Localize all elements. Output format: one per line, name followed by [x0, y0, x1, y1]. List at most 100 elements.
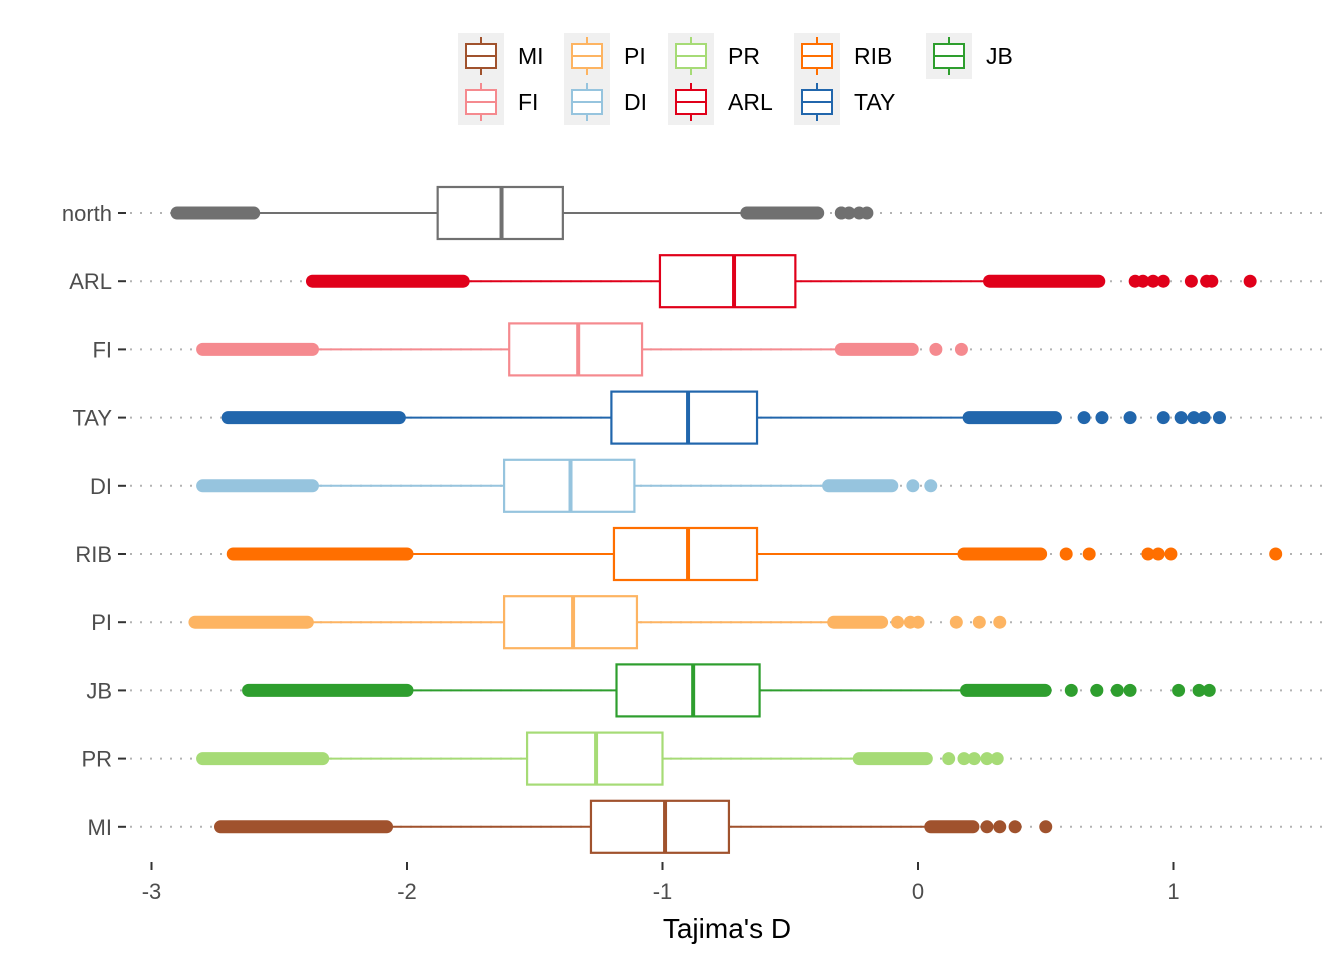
outlier-point-RIB-4 — [1151, 547, 1165, 561]
boxplot-ARL — [305, 254, 1257, 309]
outlier-point-PR-3 — [967, 752, 981, 766]
outlier-point-JB-4 — [1123, 683, 1137, 697]
x-tick-label--2: -2 — [397, 879, 417, 904]
boxplot-TAY — [221, 390, 1226, 445]
outlier-point-TAY-5 — [1174, 411, 1188, 425]
outlier-point-ARL-4 — [1156, 274, 1170, 288]
x-axis: -3 -2 -1 0 1 — [142, 862, 1180, 904]
box-ARL — [658, 254, 797, 309]
y-tick-label-TAY: TAY — [72, 406, 112, 431]
outlier-point-JB-1 — [1064, 683, 1078, 697]
x-axis-title: Tajima's D — [663, 913, 791, 944]
outlier-point-PR-2 — [957, 752, 971, 766]
legend-item-JB: JB — [926, 33, 1013, 79]
y-tick-label-north: north — [62, 201, 112, 226]
outlier-point-north-5 — [860, 206, 874, 220]
plot-area — [170, 185, 1283, 854]
boxplot-north — [170, 185, 874, 241]
outlier-point-PI-4 — [949, 615, 963, 629]
legend-label-ARL: ARL — [728, 89, 773, 115]
outlier-point-MI-3 — [1008, 820, 1022, 834]
outlier-point-TAY-8 — [1212, 411, 1226, 425]
box-TAY — [610, 390, 759, 445]
outlier-point-JB-3 — [1110, 683, 1124, 697]
boxplot-RIB — [226, 526, 1283, 582]
legend-label-MI: MI — [518, 43, 544, 69]
legend-item-PR: PR — [668, 33, 760, 79]
outlier-point-RIB-6 — [1269, 547, 1283, 561]
legend-item-TAY: TAY — [794, 79, 895, 125]
outlier-point-PR-5 — [990, 752, 1004, 766]
outlier-point-PI-5 — [972, 615, 986, 629]
box-PI — [502, 595, 639, 650]
legend-item-MI: MI — [458, 33, 544, 79]
legend-label-DI: DI — [624, 89, 647, 115]
outlier-point-JB-2 — [1090, 683, 1104, 697]
outlier-point-TAY-4 — [1156, 411, 1170, 425]
outlier-point-DI-2 — [924, 479, 938, 493]
outlier-point-RIB-2 — [1082, 547, 1096, 561]
outlier-point-PR-4 — [980, 752, 994, 766]
outlier-point-MI-2 — [993, 820, 1007, 834]
outlier-point-RIB-3 — [1141, 547, 1155, 561]
legend-item-DI: DI — [564, 79, 647, 125]
outlier-point-JB-7 — [1202, 683, 1216, 697]
x-tick-label--1: -1 — [653, 879, 673, 904]
y-tick-label-JB: JB — [86, 678, 112, 703]
outlier-point-PI-1 — [891, 615, 905, 629]
boxplot-JB — [242, 663, 1216, 718]
legend-item-FI: FI — [458, 79, 538, 125]
y-tick-label-PI: PI — [91, 610, 112, 635]
y-tick-label-PR: PR — [81, 747, 112, 772]
outlier-point-FI-2 — [954, 342, 968, 356]
outlier-point-DI-1 — [906, 479, 920, 493]
legend-label-PI: PI — [624, 43, 646, 69]
outlier-point-MI-4 — [1039, 820, 1053, 834]
box-RIB — [612, 526, 759, 582]
boxplot-DI — [196, 458, 938, 513]
outlier-point-ARL-2 — [1136, 274, 1150, 288]
legend-item-ARL: ARL — [668, 79, 773, 125]
outlier-point-TAY-3 — [1123, 411, 1137, 425]
legend: MI PI PR RIB JB FI DI ARL TAY — [458, 33, 1013, 125]
x-tick-label--3: -3 — [142, 879, 162, 904]
legend-label-FI: FI — [518, 89, 538, 115]
y-tick-label-RIB: RIB — [75, 542, 112, 567]
outlier-point-PR-1 — [942, 752, 956, 766]
outlier-point-TAY-1 — [1077, 411, 1091, 425]
boxplot-MI — [213, 799, 1053, 854]
legend-label-JB: JB — [986, 43, 1013, 69]
outlier-point-ARL-5 — [1184, 274, 1198, 288]
y-tick-label-ARL: ARL — [69, 269, 112, 294]
legend-item-PI: PI — [564, 33, 646, 79]
boxplot-PI — [188, 595, 1007, 650]
x-tick-label-0: 0 — [912, 879, 924, 904]
y-axis: north ARL FI TAY DI RIB PI JB PR MI — [62, 201, 126, 840]
outlier-point-PI-3 — [911, 615, 925, 629]
boxplot-PR — [196, 731, 1004, 786]
legend-label-PR: PR — [728, 43, 760, 69]
outlier-point-FI-1 — [929, 342, 943, 356]
outlier-point-JB-6 — [1192, 683, 1206, 697]
y-tick-label-MI: MI — [88, 815, 112, 840]
outlier-point-north-3 — [842, 206, 856, 220]
outlier-point-PI-6 — [993, 615, 1007, 629]
outlier-point-TAY-7 — [1197, 411, 1211, 425]
outlier-point-RIB-1 — [1059, 547, 1073, 561]
outlier-point-JB-5 — [1172, 683, 1186, 697]
legend-label-TAY: TAY — [854, 89, 895, 115]
outlier-point-ARL-7 — [1205, 274, 1219, 288]
outlier-point-RIB-5 — [1164, 547, 1178, 561]
box-FI — [508, 322, 644, 377]
boxplot-FI — [196, 322, 968, 377]
y-tick-label-DI: DI — [90, 474, 112, 499]
outlier-point-TAY-6 — [1187, 411, 1201, 425]
box-JB — [615, 663, 761, 718]
outlier-point-ARL-8 — [1243, 274, 1257, 288]
x-tick-label-1: 1 — [1167, 879, 1179, 904]
legend-label-RIB: RIB — [854, 43, 892, 69]
outlier-point-TAY-2 — [1095, 411, 1109, 425]
outlier-point-MI-1 — [980, 820, 994, 834]
